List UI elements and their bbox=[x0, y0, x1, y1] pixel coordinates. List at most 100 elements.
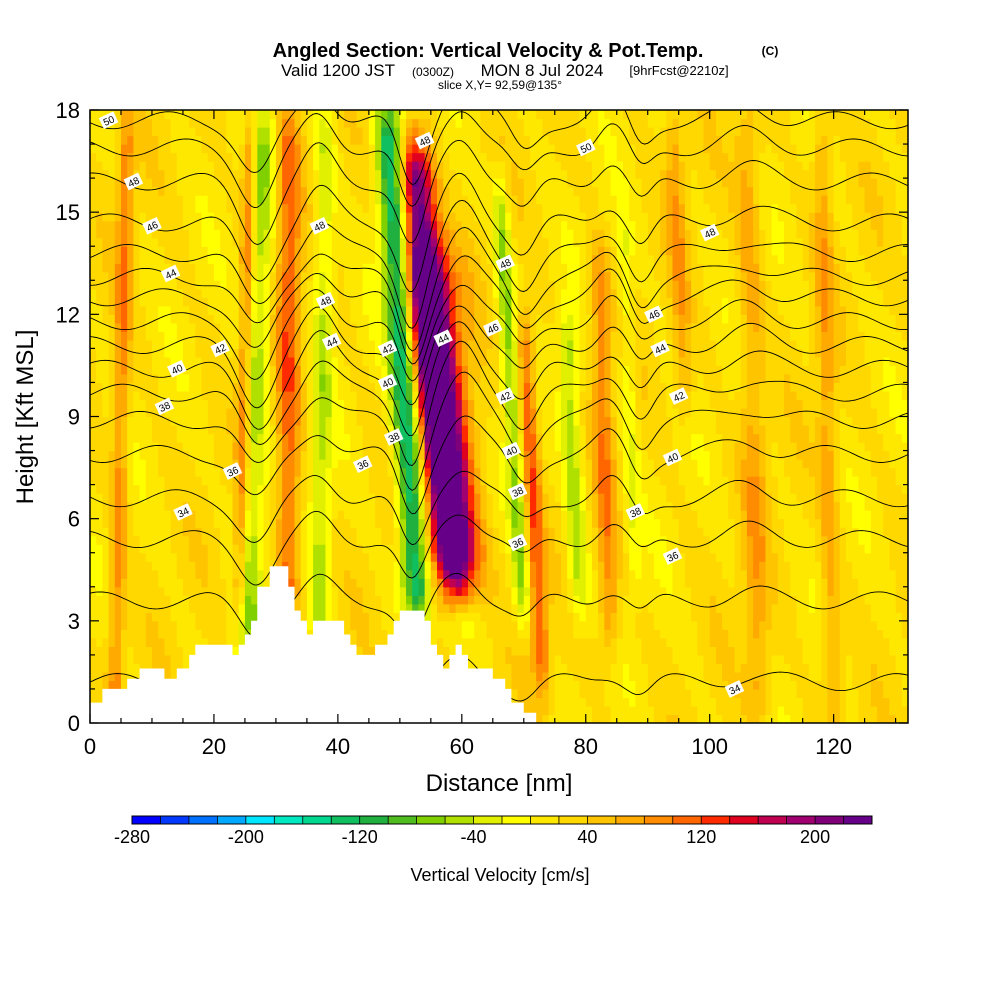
velocity-cell bbox=[257, 220, 271, 230]
velocity-cell bbox=[870, 612, 903, 622]
velocity-cell bbox=[499, 467, 506, 477]
velocity-cell bbox=[622, 271, 630, 281]
velocity-cell bbox=[263, 484, 271, 494]
velocity-cell bbox=[251, 544, 258, 554]
velocity-cell bbox=[839, 484, 847, 494]
velocity-cell bbox=[610, 527, 618, 537]
velocity-cell bbox=[895, 578, 908, 588]
velocity-cell bbox=[653, 620, 698, 630]
velocity-cell bbox=[765, 535, 773, 545]
velocity-cell bbox=[746, 433, 760, 443]
velocity-cell bbox=[226, 612, 240, 622]
velocity-cell bbox=[393, 399, 401, 409]
velocity-cell bbox=[158, 671, 172, 682]
velocity-cell bbox=[356, 527, 382, 537]
velocity-cell bbox=[815, 280, 822, 290]
velocity-cell bbox=[579, 680, 605, 690]
velocity-cell bbox=[480, 586, 500, 596]
velocity-cell bbox=[368, 195, 376, 205]
velocity-cell bbox=[666, 220, 674, 230]
velocity-cell bbox=[815, 212, 829, 222]
velocity-cell bbox=[455, 373, 463, 384]
velocity-cell bbox=[282, 578, 296, 588]
velocity-cell bbox=[114, 620, 122, 630]
velocity-cell bbox=[666, 271, 674, 281]
velocity-cell bbox=[244, 620, 252, 630]
velocity-cell bbox=[610, 450, 618, 460]
velocity-cell bbox=[120, 339, 128, 349]
velocity-cell bbox=[691, 688, 711, 699]
velocity-cell bbox=[771, 603, 798, 613]
velocity-cell bbox=[325, 612, 333, 622]
velocity-cell bbox=[251, 220, 258, 230]
velocity-cell bbox=[529, 348, 537, 358]
velocity-cell bbox=[511, 220, 543, 230]
velocity-cell bbox=[492, 178, 506, 188]
velocity-cell bbox=[263, 297, 271, 307]
velocity-cell bbox=[114, 493, 122, 503]
velocity-cell bbox=[406, 331, 413, 341]
velocity-cell bbox=[598, 552, 605, 562]
velocity-cell bbox=[715, 416, 742, 426]
velocity-cell bbox=[647, 390, 667, 401]
velocity-cell bbox=[622, 416, 636, 426]
velocity-cell bbox=[468, 390, 475, 401]
velocity-cell bbox=[102, 578, 110, 588]
velocity-cell bbox=[449, 195, 469, 205]
velocity-cell bbox=[499, 339, 506, 349]
velocity-cell bbox=[306, 603, 314, 613]
velocity-cell bbox=[430, 195, 438, 205]
velocity-cell bbox=[158, 578, 184, 588]
velocity-cell bbox=[740, 254, 754, 264]
velocity-cell bbox=[474, 314, 488, 324]
velocity-cell bbox=[282, 399, 296, 409]
velocity-cell bbox=[424, 561, 432, 571]
velocity-cell bbox=[579, 433, 587, 443]
velocity-cell bbox=[418, 297, 444, 307]
velocity-cell bbox=[108, 578, 116, 588]
velocity-cell bbox=[839, 229, 860, 239]
velocity-cell bbox=[399, 569, 407, 579]
velocity-cell bbox=[412, 348, 420, 358]
velocity-cell bbox=[430, 433, 457, 443]
velocity-cell bbox=[591, 288, 599, 298]
velocity-cell bbox=[232, 518, 240, 528]
velocity-cell bbox=[406, 297, 413, 307]
velocity-cell bbox=[511, 501, 519, 511]
velocity-cell bbox=[864, 501, 884, 511]
velocity-cell bbox=[740, 305, 748, 315]
velocity-cell bbox=[437, 561, 444, 571]
velocity-cell bbox=[461, 220, 482, 230]
velocity-cell bbox=[697, 510, 729, 520]
velocity-cell bbox=[90, 688, 103, 699]
velocity-cell bbox=[901, 620, 908, 630]
velocity-cell bbox=[238, 586, 246, 596]
velocity-cell bbox=[275, 390, 283, 401]
velocity-cell bbox=[746, 297, 760, 307]
velocity-cell bbox=[734, 246, 742, 256]
velocity-cell bbox=[114, 331, 122, 341]
velocity-cell bbox=[102, 637, 110, 647]
velocity-cell bbox=[275, 484, 283, 494]
velocity-cell bbox=[622, 535, 630, 545]
velocity-cell bbox=[833, 476, 841, 486]
velocity-cell bbox=[176, 552, 190, 562]
velocity-cell bbox=[108, 620, 116, 630]
velocity-cell bbox=[418, 118, 432, 128]
velocity-cell bbox=[833, 203, 853, 213]
velocity-cell bbox=[678, 152, 711, 162]
velocity-cell bbox=[114, 280, 122, 290]
velocity-cell bbox=[536, 578, 543, 588]
velocity-cell bbox=[821, 399, 835, 409]
velocity-cell bbox=[393, 118, 401, 128]
velocity-cell bbox=[591, 552, 599, 562]
velocity-cell bbox=[443, 237, 451, 247]
velocity-cell bbox=[517, 459, 525, 469]
velocity-cell bbox=[331, 322, 339, 332]
title-mark: (C) bbox=[762, 44, 779, 58]
velocity-cell bbox=[90, 646, 110, 656]
velocity-cell bbox=[536, 510, 543, 520]
velocity-cell bbox=[759, 229, 767, 239]
velocity-cell bbox=[387, 152, 395, 162]
velocity-cell bbox=[486, 518, 494, 528]
